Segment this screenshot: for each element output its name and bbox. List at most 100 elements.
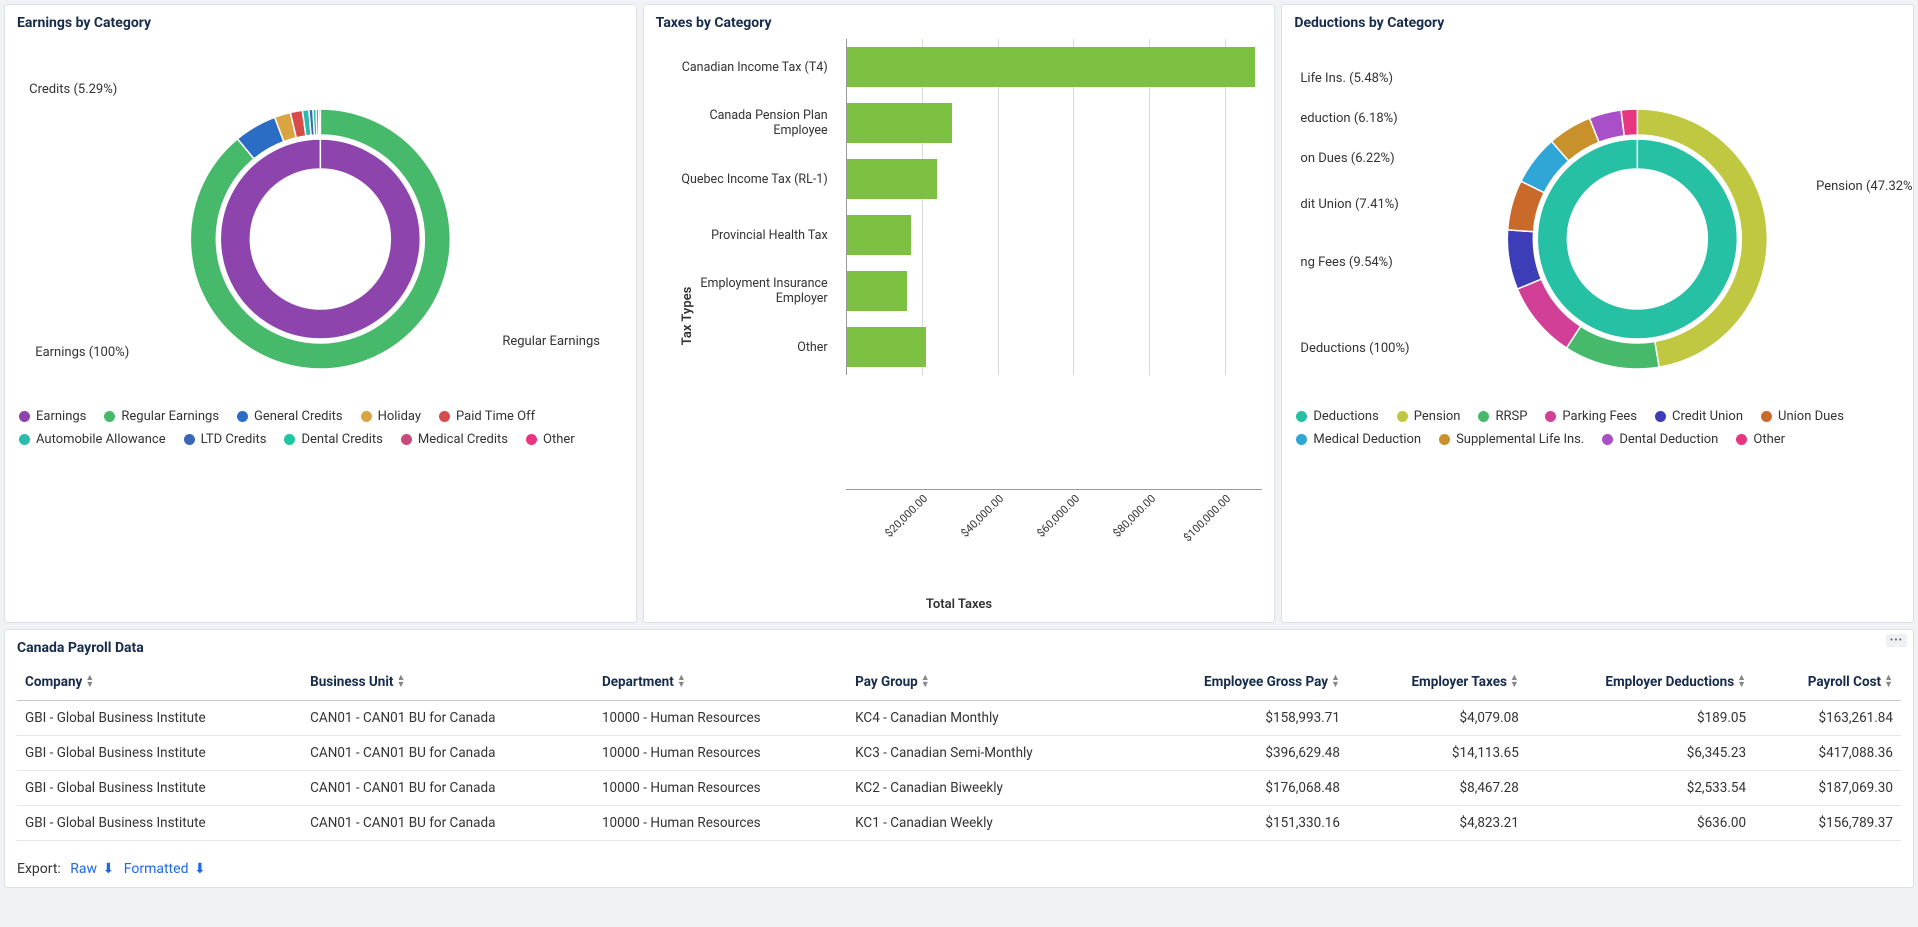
earnings-title: Earnings by Category xyxy=(17,15,624,31)
legend-swatch xyxy=(104,411,115,422)
x-tick: $60,000.00 xyxy=(1034,492,1082,540)
bar-fill[interactable] xyxy=(847,103,953,143)
export-raw-link[interactable]: Raw ⬇ xyxy=(70,861,114,877)
legend-label: LTD Credits xyxy=(201,432,267,447)
legend-item[interactable]: Dental Deduction xyxy=(1602,432,1718,447)
sort-icon[interactable]: ▲▼ xyxy=(921,675,930,689)
bar-label: Canada Pension Plan Employee xyxy=(656,108,836,138)
legend-label: Medical Credits xyxy=(418,432,508,447)
legend-swatch xyxy=(1478,411,1489,422)
legend-label: Holiday xyxy=(378,409,421,424)
deductions-donut-chart: Life Ins. (5.48%)eduction (6.18%)on Dues… xyxy=(1294,39,1901,399)
legend-item[interactable]: Credit Union xyxy=(1655,409,1743,424)
legend-label: Supplemental Life Ins. xyxy=(1456,432,1584,447)
table-cell: CAN01 - CAN01 BU for Canada xyxy=(302,806,594,841)
legend-item[interactable]: LTD Credits xyxy=(184,432,267,447)
panel-menu-icon[interactable]: ••• xyxy=(1886,634,1907,647)
column-header[interactable]: Company▲▼ xyxy=(17,664,302,701)
legend-item[interactable]: General Credits xyxy=(237,409,343,424)
sort-icon[interactable]: ▲▼ xyxy=(85,675,94,689)
sort-icon[interactable]: ▲▼ xyxy=(1737,675,1746,689)
table-row[interactable]: GBI - Global Business InstituteCAN01 - C… xyxy=(17,771,1901,806)
legend-item[interactable]: Other xyxy=(526,432,575,447)
legend-label: Dental Deduction xyxy=(1619,432,1718,447)
x-tick: $100,000.00 xyxy=(1182,492,1234,544)
legend-swatch xyxy=(1545,411,1556,422)
bar-fill[interactable] xyxy=(847,215,911,255)
chart-callout: Earnings (100%) xyxy=(35,345,129,360)
earnings-legend: Earnings Regular Earnings General Credits H… xyxy=(17,405,624,449)
bar-label: Other xyxy=(656,340,836,355)
legend-item[interactable]: Medical Deduction xyxy=(1296,432,1421,447)
legend-label: Automobile Allowance xyxy=(36,432,166,447)
bar-label: Quebec Income Tax (RL-1) xyxy=(656,172,836,187)
bar-row: Quebec Income Tax (RL-1) xyxy=(846,151,1263,207)
legend-item[interactable]: Supplemental Life Ins. xyxy=(1439,432,1584,447)
legend-swatch xyxy=(237,411,248,422)
bar-fill[interactable] xyxy=(847,327,926,367)
legend-item[interactable]: Earnings xyxy=(19,409,86,424)
column-header[interactable]: Pay Group▲▼ xyxy=(847,664,1128,701)
table-row[interactable]: GBI - Global Business InstituteCAN01 - C… xyxy=(17,736,1901,771)
legend-swatch xyxy=(1736,434,1747,445)
sort-icon[interactable]: ▲▼ xyxy=(677,675,686,689)
legend-item[interactable]: Parking Fees xyxy=(1545,409,1637,424)
column-header[interactable]: Employer Deductions▲▼ xyxy=(1527,664,1754,701)
taxes-x-axis-label: Total Taxes xyxy=(656,597,1263,612)
table-cell: $187,069.30 xyxy=(1754,771,1901,806)
chart-callout: Life Ins. (5.48%) xyxy=(1300,71,1393,86)
deductions-panel: Deductions by Category Life Ins. (5.48%)… xyxy=(1281,4,1914,623)
table-row[interactable]: GBI - Global Business InstituteCAN01 - C… xyxy=(17,806,1901,841)
earnings-panel: Earnings by Category Credits (5.29%)Earn… xyxy=(4,4,637,623)
table-cell: 10000 - Human Resources xyxy=(594,701,847,736)
column-header[interactable]: Business Unit▲▼ xyxy=(302,664,594,701)
legend-item[interactable]: Automobile Allowance xyxy=(19,432,166,447)
column-header[interactable]: Department▲▼ xyxy=(594,664,847,701)
bar-fill[interactable] xyxy=(847,47,1255,87)
table-cell: $8,467.28 xyxy=(1348,771,1527,806)
table-row[interactable]: GBI - Global Business InstituteCAN01 - C… xyxy=(17,701,1901,736)
bar-fill[interactable] xyxy=(847,159,938,199)
legend-label: RRSP xyxy=(1495,409,1527,424)
table-cell: CAN01 - CAN01 BU for Canada xyxy=(302,736,594,771)
column-header[interactable]: Employee Gross Pay▲▼ xyxy=(1128,664,1348,701)
chart-callout: eduction (6.18%) xyxy=(1300,111,1397,126)
legend-label: Paid Time Off xyxy=(456,409,535,424)
table-cell: 10000 - Human Resources xyxy=(594,736,847,771)
table-cell: $156,789.37 xyxy=(1754,806,1901,841)
legend-swatch xyxy=(1296,411,1307,422)
table-cell: $151,330.16 xyxy=(1128,806,1348,841)
legend-item[interactable]: Dental Credits xyxy=(284,432,382,447)
legend-item[interactable]: Union Dues xyxy=(1761,409,1844,424)
sort-icon[interactable]: ▲▼ xyxy=(397,675,406,689)
bar-row: Canadian Income Tax (T4) xyxy=(846,39,1263,95)
payroll-table: Company▲▼Business Unit▲▼Department▲▼Pay … xyxy=(17,664,1901,841)
sort-icon[interactable]: ▲▼ xyxy=(1884,675,1893,689)
legend-item[interactable]: Holiday xyxy=(361,409,421,424)
legend-item[interactable]: RRSP xyxy=(1478,409,1527,424)
table-cell: 10000 - Human Resources xyxy=(594,771,847,806)
download-icon: ⬇ xyxy=(103,861,115,877)
legend-item[interactable]: Pension xyxy=(1397,409,1461,424)
table-cell: $396,629.48 xyxy=(1128,736,1348,771)
table-cell: $4,823.21 xyxy=(1348,806,1527,841)
export-formatted-link[interactable]: Formatted ⬇ xyxy=(124,861,206,877)
sort-icon[interactable]: ▲▼ xyxy=(1331,675,1340,689)
legend-item[interactable]: Other xyxy=(1736,432,1785,447)
legend-swatch xyxy=(1439,434,1450,445)
legend-item[interactable]: Medical Credits xyxy=(401,432,508,447)
bar-fill[interactable] xyxy=(847,271,907,311)
legend-item[interactable]: Paid Time Off xyxy=(439,409,535,424)
table-cell: $163,261.84 xyxy=(1754,701,1901,736)
table-cell: $158,993.71 xyxy=(1128,701,1348,736)
sort-icon[interactable]: ▲▼ xyxy=(1510,675,1519,689)
column-header[interactable]: Employer Taxes▲▼ xyxy=(1348,664,1527,701)
column-header[interactable]: Payroll Cost▲▼ xyxy=(1754,664,1901,701)
legend-item[interactable]: Deductions xyxy=(1296,409,1378,424)
legend-swatch xyxy=(284,434,295,445)
legend-item[interactable]: Regular Earnings xyxy=(104,409,219,424)
payroll-table-title: Canada Payroll Data xyxy=(17,640,1901,656)
legend-label: Medical Deduction xyxy=(1313,432,1421,447)
deductions-title: Deductions by Category xyxy=(1294,15,1901,31)
legend-label: Union Dues xyxy=(1778,409,1844,424)
